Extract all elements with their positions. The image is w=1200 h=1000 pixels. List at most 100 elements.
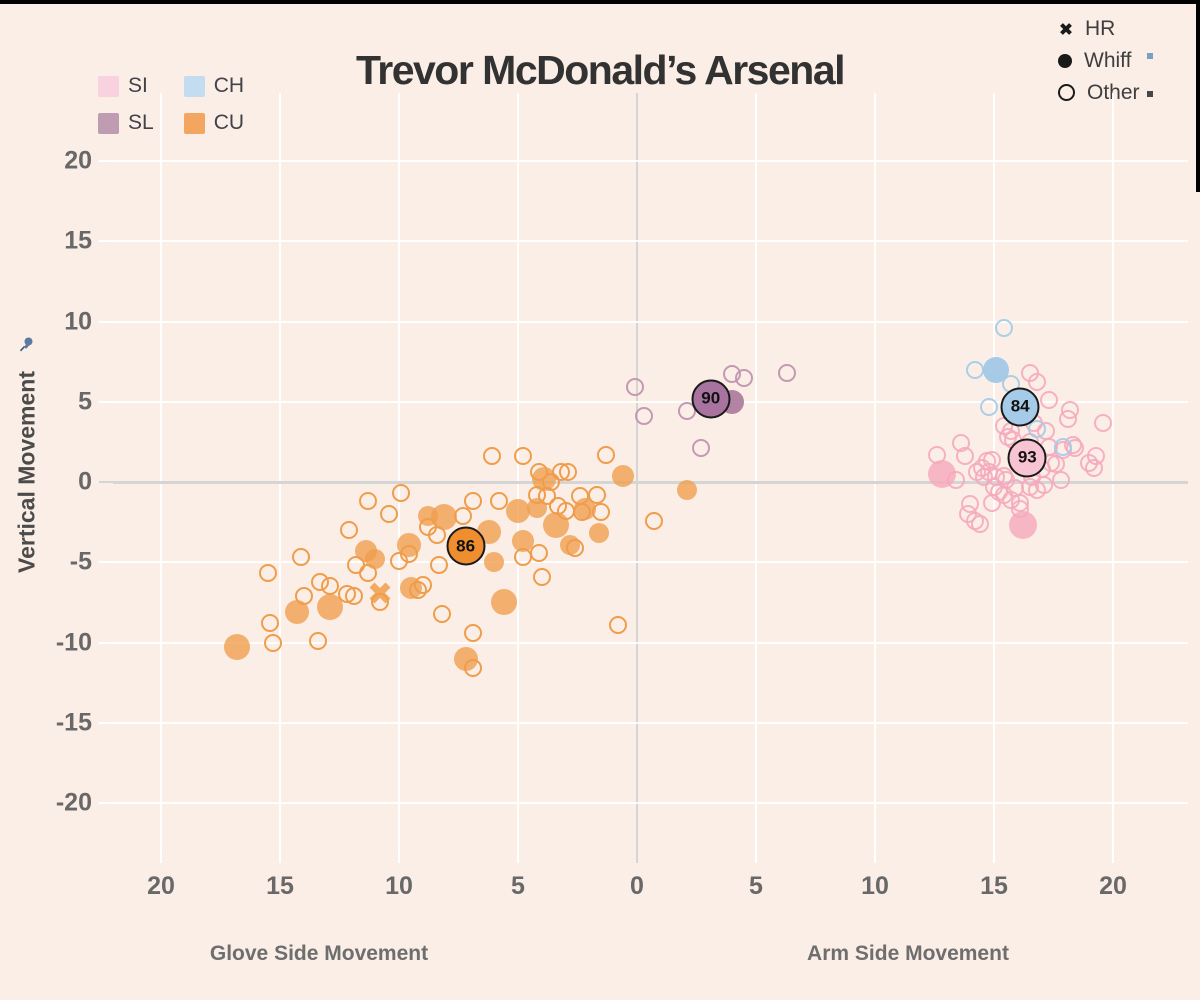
mark-cu-whiff[interactable] <box>588 523 609 544</box>
legend-label: CH <box>213 74 245 97</box>
mark-cu-whiff[interactable] <box>399 576 422 599</box>
mark-cu-other[interactable] <box>482 447 501 466</box>
legend-label: Other <box>1087 80 1140 104</box>
mark-si-other[interactable] <box>1027 373 1046 392</box>
mark-si-other[interactable] <box>970 514 989 533</box>
mark-si-whiff[interactable] <box>927 459 956 488</box>
mark-si-other[interactable] <box>1034 476 1053 495</box>
open-circle-icon <box>1058 84 1075 101</box>
mark-cu-whiff[interactable] <box>532 466 557 491</box>
mark-ch-whiff[interactable] <box>983 356 1010 383</box>
mark-cu-other[interactable] <box>432 604 451 623</box>
y-axis-tick-label: -10 <box>55 628 92 656</box>
pitch-legend-item-cu[interactable]: CU <box>183 111 244 135</box>
x-axis-title-left: Glove Side Movement <box>209 942 429 965</box>
legend-swatch-sl <box>98 112 119 134</box>
mark-cu-other[interactable] <box>263 633 282 652</box>
mark-ch-other[interactable] <box>965 360 984 379</box>
mark-cu-hr[interactable] <box>368 581 392 605</box>
mark-cu-other[interactable] <box>430 556 449 575</box>
pitch-type-legend: SI CH SL CU <box>98 74 244 135</box>
mark-si-other[interactable] <box>1039 391 1058 410</box>
mark-cu-other[interactable] <box>392 484 411 503</box>
mark-cu-other[interactable] <box>340 521 359 540</box>
mark-si-other[interactable] <box>1051 471 1070 490</box>
mark-cu-whiff[interactable] <box>484 552 505 573</box>
mark-sl-other[interactable] <box>735 368 754 387</box>
mark-sl-other[interactable] <box>677 402 696 421</box>
x-tick-mark <box>517 850 519 863</box>
result-legend-item-other[interactable]: Other <box>1058 80 1140 104</box>
mark-cu-whiff[interactable] <box>224 634 251 661</box>
ui-artifact-icon <box>1147 91 1153 97</box>
x-axis-title-right: Arm Side Movement <box>807 942 1009 965</box>
avg-mark-sl[interactable]: 90 <box>691 379 731 419</box>
mark-sl-other[interactable] <box>635 407 654 426</box>
mark-sl-other[interactable] <box>777 363 796 382</box>
mark-cu-whiff[interactable] <box>611 464 634 487</box>
mark-cu-other[interactable] <box>489 492 508 511</box>
mark-cu-whiff[interactable] <box>527 497 548 518</box>
mark-cu-other[interactable] <box>587 485 606 504</box>
y-axis-tick-label: -15 <box>55 708 92 737</box>
mark-cu-other[interactable] <box>359 492 378 511</box>
mark-sl-other[interactable] <box>692 439 711 458</box>
pitch-legend-item-ch[interactable]: CH <box>183 74 245 98</box>
mark-cu-whiff[interactable] <box>543 512 570 539</box>
avg-mark-si[interactable]: 93 <box>1007 438 1047 478</box>
mark-cu-other[interactable] <box>320 577 339 596</box>
mark-cu-other[interactable] <box>344 586 363 605</box>
mark-cu-other[interactable] <box>380 505 399 524</box>
mark-cu-other[interactable] <box>513 447 532 466</box>
mark-cu-whiff[interactable] <box>676 480 697 501</box>
mark-cu-whiff[interactable] <box>506 498 530 523</box>
mark-cu-whiff[interactable] <box>431 504 458 531</box>
mark-cu-other[interactable] <box>309 631 328 650</box>
mark-cu-whiff[interactable] <box>316 594 343 621</box>
mark-cu-other[interactable] <box>644 511 663 530</box>
x-axis-tick-label: 20 <box>147 872 175 900</box>
mark-si-other[interactable] <box>1087 447 1106 466</box>
result-legend-item-whiff[interactable]: Whiff <box>1058 49 1140 72</box>
mark-cu-other[interactable] <box>463 623 482 642</box>
mark-si-other[interactable] <box>956 447 975 466</box>
avg-mark-cu[interactable]: 86 <box>446 526 486 566</box>
mark-si-other[interactable] <box>1094 413 1113 432</box>
mark-cu-whiff[interactable] <box>396 532 421 557</box>
mark-ch-other[interactable] <box>980 397 999 416</box>
mark-sl-other[interactable] <box>625 378 644 397</box>
mark-ch-other[interactable] <box>1027 420 1046 439</box>
pitch-legend-item-sl[interactable]: SL <box>98 111 154 135</box>
mark-cu-whiff[interactable] <box>560 534 581 555</box>
mark-cu-whiff[interactable] <box>511 530 534 553</box>
mark-cu-whiff[interactable] <box>284 600 309 624</box>
mark-ch-other[interactable] <box>1054 437 1073 456</box>
y-axis-tick-label: -20 <box>55 788 92 817</box>
x-axis-tick-label: 5 <box>511 872 525 900</box>
pitch-legend-item-si[interactable]: SI <box>98 74 154 98</box>
avg-mark-ch[interactable]: 84 <box>1000 387 1040 427</box>
mark-si-other[interactable] <box>982 450 1001 469</box>
y-axis-tick-label: 0 <box>78 467 92 496</box>
x-tick-mark <box>279 850 281 863</box>
mark-cu-whiff[interactable] <box>365 549 386 570</box>
mark-cu-other[interactable] <box>532 567 551 586</box>
mark-si-whiff[interactable] <box>1008 511 1037 540</box>
mark-cu-other[interactable] <box>259 564 278 583</box>
mark-cu-whiff[interactable] <box>490 589 517 616</box>
mark-cu-other[interactable] <box>597 445 616 464</box>
x-tick-mark <box>993 850 995 863</box>
mark-cu-other[interactable] <box>530 543 549 562</box>
mark-cu-whiff[interactable] <box>573 498 596 521</box>
mark-cu-other[interactable] <box>261 614 280 633</box>
mark-ch-other[interactable] <box>994 318 1013 337</box>
mark-si-other[interactable] <box>1061 400 1080 419</box>
result-legend-item-hr[interactable]: HR <box>1058 17 1140 40</box>
mark-cu-other[interactable] <box>292 548 311 567</box>
mark-cu-whiff[interactable] <box>453 646 478 671</box>
pushpin-icon[interactable] <box>18 336 35 353</box>
mark-cu-other[interactable] <box>463 492 482 511</box>
mark-cu-other[interactable] <box>608 615 627 634</box>
mark-cu-other[interactable] <box>558 463 577 482</box>
